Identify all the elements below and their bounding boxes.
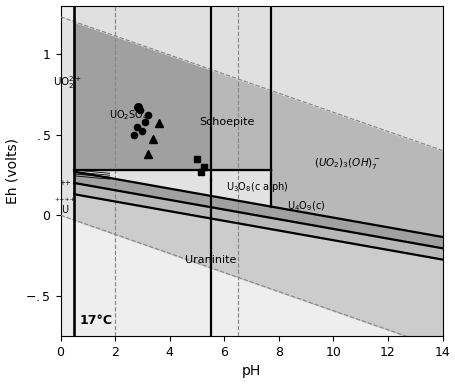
Text: Schoepite: Schoepite [199, 117, 254, 127]
Text: U$_4$O$_9$(c): U$_4$O$_9$(c) [286, 200, 324, 213]
Text: $(UO_2)_3(OH)_7^-$: $(UO_2)_3(OH)_7^-$ [313, 156, 379, 171]
Text: ++++: ++++ [54, 197, 75, 202]
Text: UO$_2$SO$_4$: UO$_2$SO$_4$ [109, 108, 148, 122]
Y-axis label: Eh (volts): Eh (volts) [5, 138, 20, 204]
Text: U$_3$O$_8$(c alph): U$_3$O$_8$(c alph) [225, 180, 288, 194]
Text: UO$_2^{2+}$: UO$_2^{2+}$ [53, 74, 82, 91]
Text: ++: ++ [59, 180, 71, 186]
Text: 17°C: 17°C [79, 314, 112, 326]
Text: Uraninite: Uraninite [185, 255, 236, 265]
X-axis label: pH: pH [242, 364, 261, 379]
Text: U: U [61, 205, 68, 215]
